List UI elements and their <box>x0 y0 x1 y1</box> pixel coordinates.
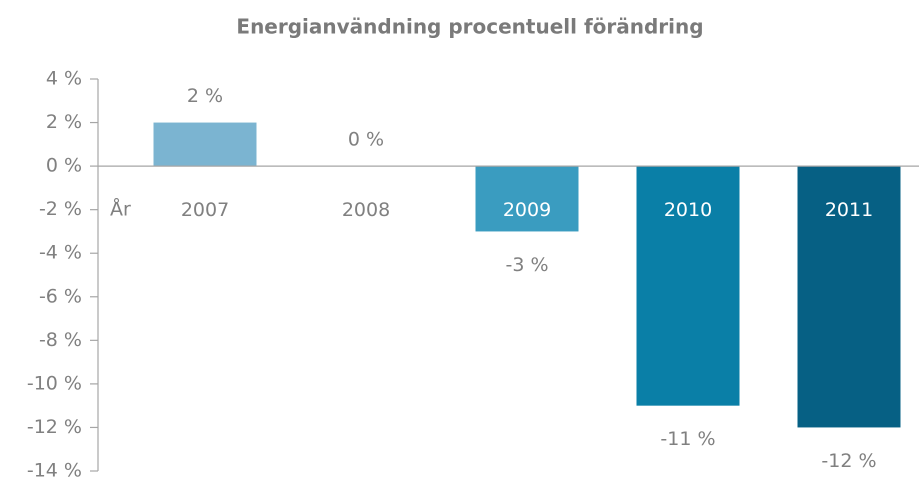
data-label: 2 % <box>187 85 223 107</box>
bar <box>153 122 257 167</box>
bar <box>475 166 579 232</box>
x-tick-label: 2010 <box>664 199 712 221</box>
data-label: -11 % <box>660 428 715 450</box>
y-tick-label: 0 % <box>46 155 82 177</box>
bar <box>797 166 901 428</box>
x-tick-label: 2007 <box>181 199 229 221</box>
y-tick-label: -6 % <box>39 285 82 307</box>
x-tick-label: 2011 <box>825 199 873 221</box>
y-tick-label: 2 % <box>46 111 82 133</box>
x-tick-label: 2008 <box>342 199 390 221</box>
y-tick-label: -14 % <box>27 460 82 482</box>
data-label: -3 % <box>505 254 548 276</box>
y-tick-label: -12 % <box>27 416 82 438</box>
y-tick-label: -10 % <box>27 372 82 394</box>
x-tick-label: 2009 <box>503 199 551 221</box>
data-label: 0 % <box>348 129 384 151</box>
chart-title: Energianvändning procentuell förändring <box>236 15 703 39</box>
y-tick-label: -8 % <box>39 329 82 351</box>
data-label: -12 % <box>821 450 876 472</box>
y-tick-label: 4 % <box>46 68 82 90</box>
y-tick-label: -4 % <box>39 242 82 264</box>
bar <box>636 166 740 406</box>
y-tick-label: -2 % <box>39 198 82 220</box>
x-axis-label: År <box>110 198 131 221</box>
